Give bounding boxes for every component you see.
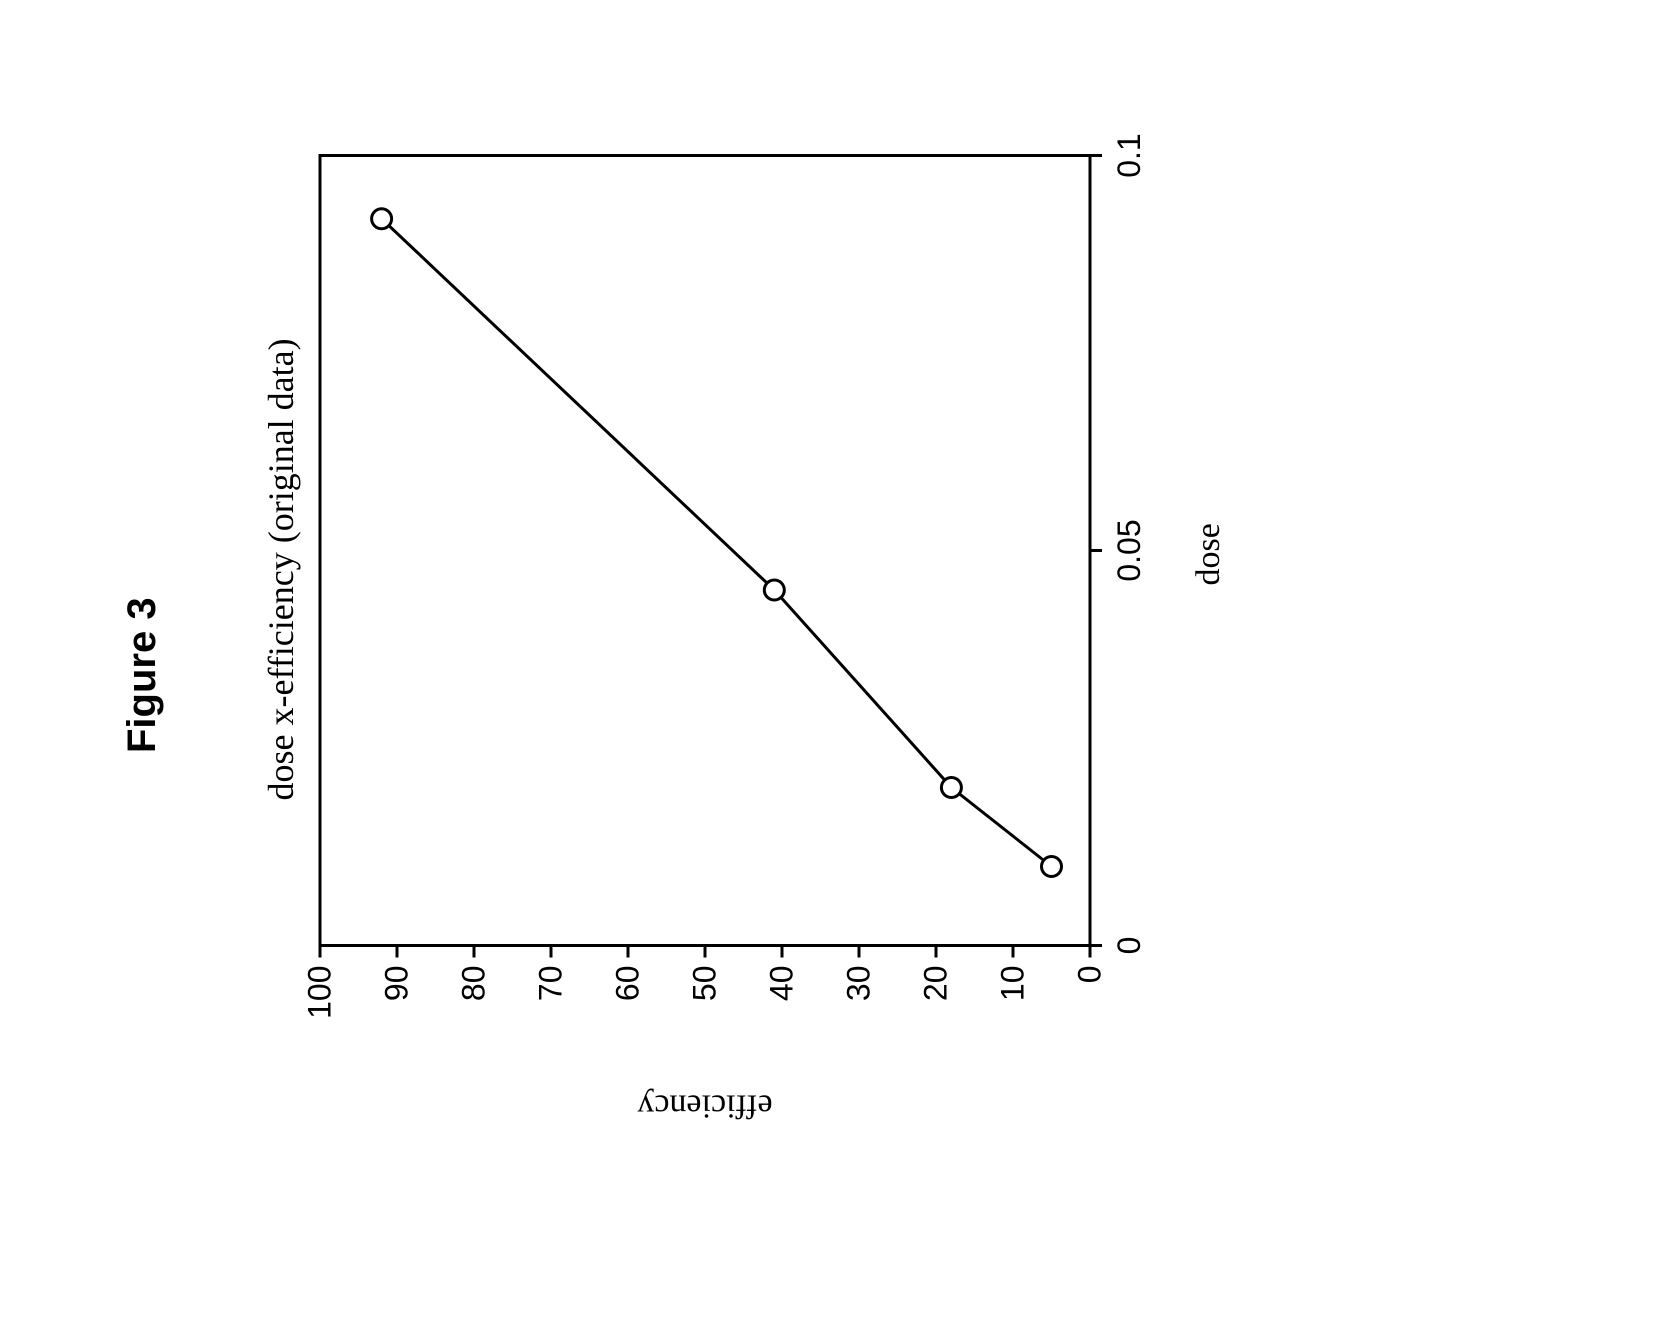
rotated-canvas: Figure 3 dose x-efficiency (original dat… — [0, 0, 1662, 1325]
y-tick-label: 30 — [841, 965, 877, 1001]
y-tick-label: 20 — [918, 965, 954, 1001]
y-tick-label: 0 — [1072, 965, 1108, 983]
y-tick-label: 70 — [533, 965, 569, 1001]
plot-svg: 0 0.05 0.1 0 10 20 30 40 50 60 70 80 90 100 — [0, 0, 1662, 1325]
stage: Figure 3 dose x-efficiency (original dat… — [0, 0, 1662, 1325]
y-tick-label: 90 — [379, 965, 415, 1001]
y-tick-label: 40 — [764, 965, 800, 1001]
y-tick-label: 60 — [610, 965, 646, 1001]
y-tick-label: 50 — [687, 965, 723, 1001]
data-marker — [764, 580, 784, 600]
y-tick-label: 100 — [302, 965, 338, 1018]
data-marker — [941, 777, 961, 797]
x-tick-label: 0.1 — [1111, 133, 1147, 177]
x-tick-label: 0.05 — [1111, 519, 1147, 581]
x-tick-label: 0 — [1111, 936, 1147, 954]
data-marker — [1042, 856, 1062, 876]
data-marker — [372, 208, 392, 228]
y-tick-label: 80 — [456, 965, 492, 1001]
y-tick-label: 10 — [995, 965, 1031, 1001]
